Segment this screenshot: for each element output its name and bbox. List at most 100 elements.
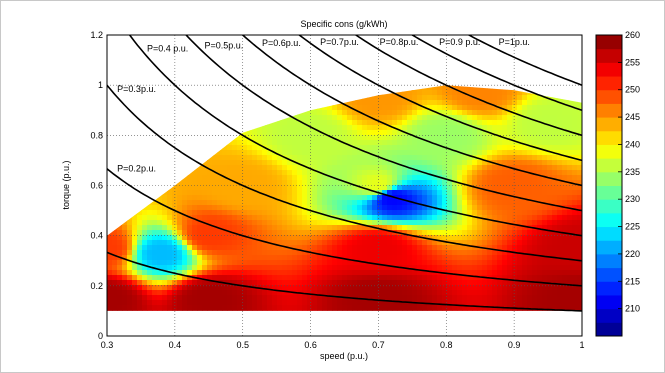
heatmap-cell xyxy=(472,310,478,311)
heatmap-cell xyxy=(447,310,453,311)
heatmap-cell xyxy=(467,115,473,121)
heatmap-cell xyxy=(342,210,348,216)
heatmap-cell xyxy=(467,110,473,116)
heatmap-cell xyxy=(322,255,328,261)
heatmap-cell xyxy=(212,260,218,266)
heatmap-cell xyxy=(432,175,438,181)
heatmap-cell xyxy=(457,300,463,306)
heatmap-cell xyxy=(407,95,413,101)
heatmap-cell xyxy=(432,210,438,216)
heatmap-cell xyxy=(117,275,123,281)
heatmap-cell xyxy=(367,130,373,136)
heatmap-cell xyxy=(217,165,223,171)
heatmap-cell xyxy=(202,165,208,171)
heatmap-cell xyxy=(112,295,118,301)
heatmap-cell xyxy=(277,235,283,241)
heatmap-cell xyxy=(562,210,568,216)
heatmap-cell xyxy=(532,195,538,201)
heatmap-cell xyxy=(362,250,368,256)
heatmap-cell xyxy=(557,215,563,221)
heatmap-cell xyxy=(262,285,268,291)
heatmap-cell xyxy=(482,150,488,156)
heatmap-cell xyxy=(292,175,298,181)
heatmap-cell xyxy=(332,220,338,226)
heatmap-cell xyxy=(547,145,553,151)
heatmap-cell xyxy=(432,130,438,136)
heatmap-cell xyxy=(232,170,238,176)
heatmap-cell xyxy=(287,185,293,191)
heatmap-cell xyxy=(447,135,453,141)
heatmap-cell xyxy=(272,210,278,216)
heatmap-cell xyxy=(522,120,528,126)
heatmap-cell xyxy=(502,265,508,271)
heatmap-cell xyxy=(527,310,533,311)
heatmap-cell xyxy=(457,225,463,231)
heatmap-cell xyxy=(562,135,568,141)
heatmap-cell xyxy=(512,205,518,211)
heatmap-cell xyxy=(542,245,548,251)
heatmap-cell xyxy=(327,205,333,211)
heatmap-cell xyxy=(387,260,393,266)
heatmap-cell xyxy=(252,310,258,311)
heatmap-cell xyxy=(372,105,378,111)
heatmap-cell xyxy=(397,135,403,141)
heatmap-cell xyxy=(547,120,553,126)
heatmap-cell xyxy=(312,180,318,186)
heatmap-cell xyxy=(412,165,418,171)
heatmap-cell xyxy=(152,305,158,311)
heatmap-cell xyxy=(322,110,328,116)
heatmap-cell xyxy=(522,200,528,206)
heatmap-cell xyxy=(342,285,348,291)
heatmap-cell xyxy=(312,220,318,226)
heatmap-cell xyxy=(187,185,193,191)
heatmap-cell xyxy=(502,125,508,131)
heatmap-cell xyxy=(212,190,218,196)
heatmap-cell xyxy=(497,215,503,221)
heatmap-cell xyxy=(572,170,578,176)
heatmap-cell xyxy=(427,295,433,301)
heatmap-cell xyxy=(307,160,313,166)
heatmap-cell xyxy=(357,180,363,186)
heatmap-cell xyxy=(557,210,563,216)
heatmap-cell xyxy=(382,180,388,186)
heatmap-cell xyxy=(262,180,268,186)
heatmap-cell xyxy=(277,250,283,256)
heatmap-cell xyxy=(397,295,403,301)
heatmap-cell xyxy=(177,250,183,256)
heatmap-cell xyxy=(272,165,278,171)
heatmap-cell xyxy=(407,130,413,136)
heatmap-cell xyxy=(287,310,293,311)
heatmap-cell xyxy=(352,165,358,171)
heatmap-cell xyxy=(222,145,228,151)
heatmap-cell xyxy=(547,95,553,101)
heatmap-cell xyxy=(182,180,188,186)
heatmap-cell xyxy=(227,235,233,241)
heatmap-cell xyxy=(172,290,178,296)
heatmap-cell xyxy=(312,140,318,146)
heatmap-cell xyxy=(402,270,408,276)
heatmap-cell xyxy=(462,305,468,311)
heatmap-cell xyxy=(377,135,383,141)
heatmap-cell xyxy=(327,235,333,241)
heatmap-cell xyxy=(577,140,582,146)
heatmap-cell xyxy=(377,215,383,221)
heatmap-cell xyxy=(252,215,258,221)
heatmap-cell xyxy=(182,245,188,251)
heatmap-cell xyxy=(232,165,238,171)
heatmap-cell xyxy=(497,285,503,291)
heatmap-cell xyxy=(357,125,363,131)
heatmap-cell xyxy=(277,130,283,136)
heatmap-cell xyxy=(222,270,228,276)
heatmap-cell xyxy=(227,180,233,186)
heatmap-cell xyxy=(262,215,268,221)
heatmap-cell xyxy=(382,150,388,156)
heatmap-cell xyxy=(497,280,503,286)
heatmap-cell xyxy=(497,270,503,276)
heatmap-cell xyxy=(542,275,548,281)
heatmap-cell xyxy=(377,230,383,236)
heatmap-cell xyxy=(302,145,308,151)
heatmap-cell xyxy=(442,135,448,141)
heatmap-cell xyxy=(457,140,463,146)
heatmap-cell xyxy=(372,180,378,186)
heatmap-cell xyxy=(297,250,303,256)
